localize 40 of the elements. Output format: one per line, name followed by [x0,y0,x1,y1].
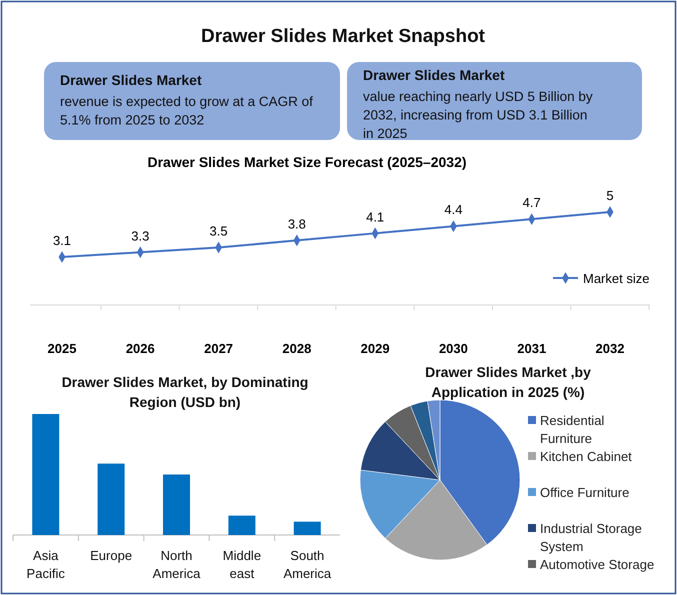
x-tick-label: 2026 [126,341,155,356]
chart-title: Drawer Slides Market ,by Application in 2025 (%) [425,364,592,400]
text: Drawer Slides Market [60,72,202,88]
x-tick-label: 2031 [517,341,546,356]
data-label: 4.1 [366,209,384,224]
x-tick-label: 2025 [48,341,76,356]
legend-label: Office Furniture [540,485,630,500]
data-label: 3.3 [131,228,150,244]
bar [32,414,60,535]
text: Drawer Slides Market Snapshot [200,26,486,47]
x-tick-label: 2032 [596,341,624,356]
x-tick-label: Asia Pacific [26,548,66,581]
x-tick-label: 2029 [360,341,390,356]
bar [294,522,321,535]
bar [98,464,125,535]
x-tick-label: 2028 [282,341,312,356]
data-label: 4.4 [444,202,462,218]
chart-title: Drawer Slides Market Size Forecast (2025–2032) [147,154,467,170]
bar [163,474,190,535]
chart-title: Drawer Slides Market, by Dominating Region (USD bn) [62,374,308,410]
data-label: 3.5 [210,224,228,239]
x-tick-label: South America [283,548,332,581]
x-tick-label: 2030 [438,341,468,356]
x-tick-label: Europe [90,548,132,563]
data-label: 5 [606,188,614,203]
x-tick-label: 2027 [204,341,234,356]
bar [228,516,256,535]
legend-label: Industrial Storage System [540,521,642,554]
legend-label: Residential Furniture [540,413,604,446]
data-label: 4.7 [522,195,541,210]
text: value reaching nearly USD 5 Billion by 2032, increasing from USD 3.1 Billion in 2025 [363,89,593,141]
text: revenue is expected to grow at a CAGR of 5.1% from 2025 to 2032 [60,94,314,128]
x-tick-label: Middle east [222,548,262,581]
legend-label: Automotive Storage [540,557,654,572]
legend-label: Kitchen Cabinet [540,449,632,464]
text: Drawer Slides Market [363,67,505,83]
data-label: 3.1 [52,233,72,248]
data-label: 3.8 [288,216,306,232]
x-tick-label: North America [152,548,202,581]
legend-label: Market size [583,271,650,286]
